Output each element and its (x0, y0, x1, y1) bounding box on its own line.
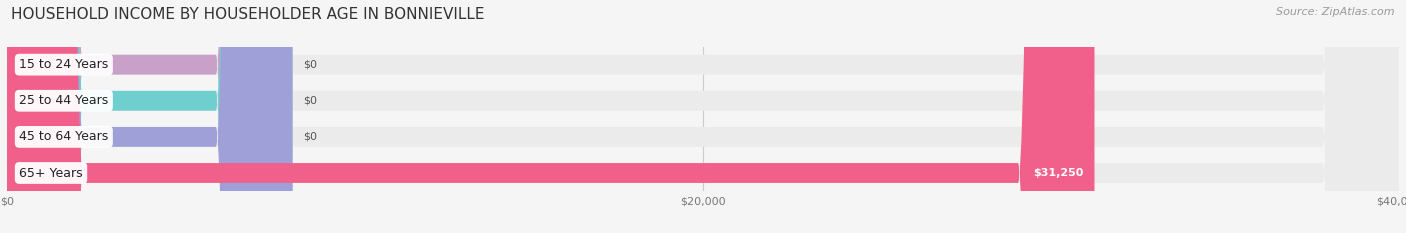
FancyBboxPatch shape (7, 0, 1399, 233)
FancyBboxPatch shape (7, 0, 1399, 233)
Text: $0: $0 (302, 132, 316, 142)
Text: $0: $0 (302, 96, 316, 106)
Text: 15 to 24 Years: 15 to 24 Years (20, 58, 108, 71)
FancyBboxPatch shape (7, 0, 1399, 233)
Text: HOUSEHOLD INCOME BY HOUSEHOLDER AGE IN BONNIEVILLE: HOUSEHOLD INCOME BY HOUSEHOLDER AGE IN B… (11, 7, 485, 22)
Text: 65+ Years: 65+ Years (20, 167, 83, 179)
Text: $31,250: $31,250 (1033, 168, 1084, 178)
FancyBboxPatch shape (7, 0, 292, 233)
Text: Source: ZipAtlas.com: Source: ZipAtlas.com (1277, 7, 1395, 17)
Text: 45 to 64 Years: 45 to 64 Years (20, 130, 108, 143)
Text: $0: $0 (302, 60, 316, 70)
FancyBboxPatch shape (7, 0, 292, 233)
FancyBboxPatch shape (7, 0, 1094, 233)
Text: 25 to 44 Years: 25 to 44 Years (20, 94, 108, 107)
FancyBboxPatch shape (7, 0, 1399, 233)
FancyBboxPatch shape (7, 0, 292, 233)
